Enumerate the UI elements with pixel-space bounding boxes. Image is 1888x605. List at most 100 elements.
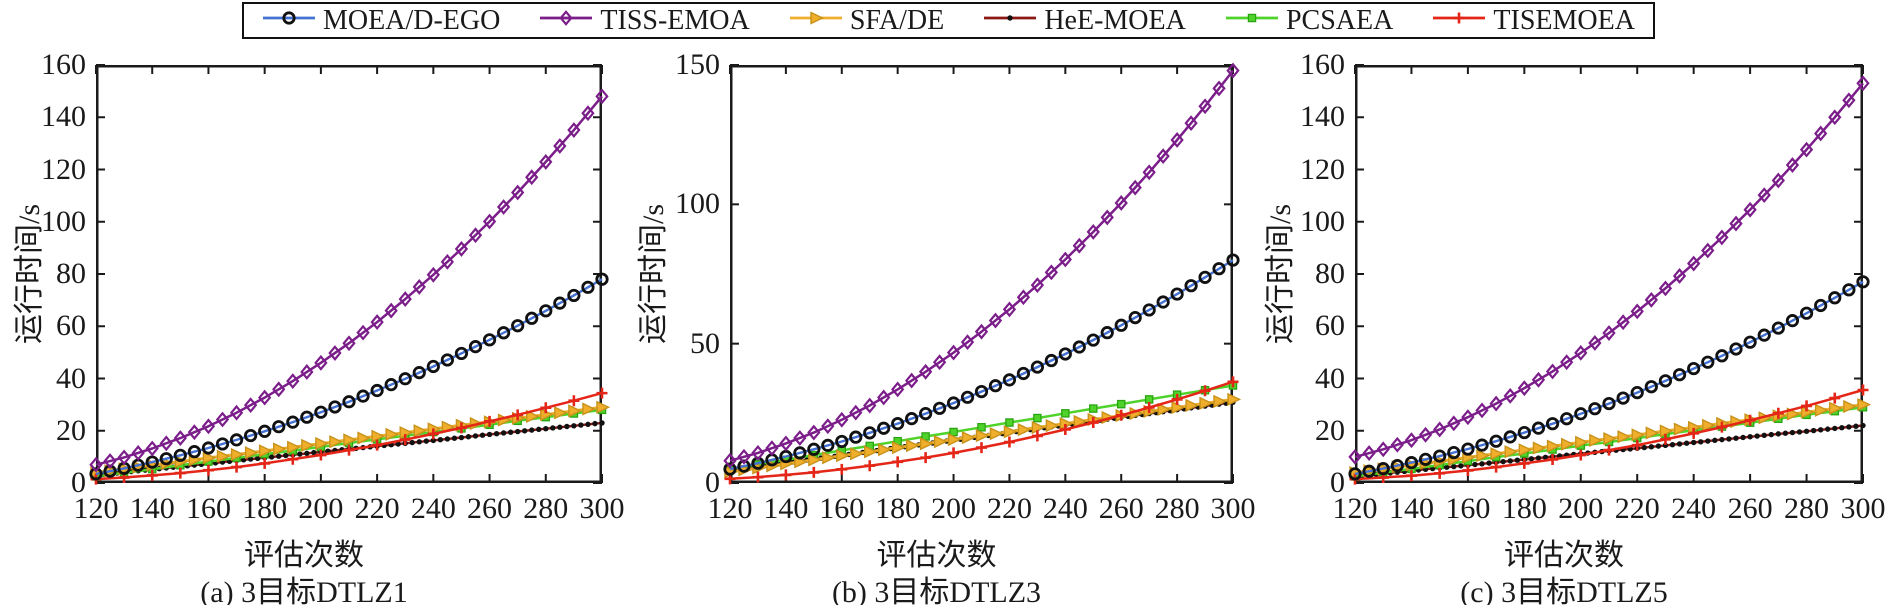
x-tick-label: 260 (1727, 492, 1773, 525)
y-tick-label: 150 (675, 48, 720, 81)
legend-label: TISS-EMOA (600, 4, 750, 36)
y-tick-label: 140 (1300, 100, 1345, 134)
series-moea-d-ego (89, 272, 609, 481)
x-tick-label: 240 (1671, 492, 1717, 525)
x-tick-label: 240 (410, 492, 456, 525)
x-tick-label: 240 (1042, 492, 1088, 525)
legend-marker-moea-d-ego (263, 11, 315, 25)
x-tick-label: 160 (1445, 492, 1491, 525)
x-axis-label: 评估次数 (876, 539, 997, 572)
line-diamond-marker-icon (539, 6, 593, 35)
x-tick-label: 300 (1210, 492, 1256, 525)
y-tick-label: 40 (1315, 361, 1345, 395)
x-tick-label: 220 (986, 492, 1032, 525)
line-square-marker-icon (1225, 6, 1279, 35)
x-tick-label: 200 (931, 492, 977, 525)
legend-label: MOEA/D-EGO (323, 4, 501, 36)
x-tick-label: 200 (1558, 492, 1604, 525)
legend-marker-sfa-de (789, 11, 842, 25)
plot-area-c (1348, 64, 1872, 485)
chart-caption: (a) 3目标DTLZ1 (200, 576, 408, 605)
legend-item-tisemoea: TISEMOEA (1432, 6, 1635, 35)
y-tick-label: 40 (56, 361, 86, 395)
legend-marker-tiss-emoa (540, 10, 593, 26)
legend-marker-tisemoea (1433, 12, 1486, 24)
line-dot-marker-icon (983, 6, 1037, 35)
tick-marks (729, 64, 1234, 484)
y-tick-label: 60 (56, 309, 86, 343)
chart-caption: (c) 3目标DTLZ5 (1460, 576, 1668, 605)
series-moea-d-ego (723, 253, 1240, 476)
x-tick-label: 280 (523, 492, 569, 525)
legend-item-sfa-de: SFA/DE (789, 6, 944, 35)
x-tick-label: 160 (819, 492, 865, 525)
y-tick-label: 0 (705, 466, 720, 499)
x-tick-label: 120 (1332, 492, 1378, 525)
y-tick-label: 60 (1315, 309, 1345, 343)
x-tick-label: 260 (1098, 492, 1144, 525)
plot-area-b (723, 62, 1242, 485)
x-tick-label: 180 (242, 492, 288, 525)
tick-marks (1354, 64, 1864, 484)
y-tick-label: 20 (56, 413, 86, 447)
x-axis-label: 评估次数 (244, 539, 364, 572)
y-tick-label: 100 (1300, 204, 1345, 238)
y-tick-label: 120 (41, 152, 86, 186)
x-tick-label: 300 (1840, 492, 1886, 525)
plot-area-a (89, 64, 611, 485)
legend-label: SFA/DE (849, 4, 945, 36)
y-axis-label: 运行时间/s (637, 203, 670, 345)
x-tick-label: 280 (1154, 492, 1200, 525)
x-tick-label: 120 (707, 492, 753, 525)
legend-marker-hee-moea (984, 15, 1037, 21)
legend-item-pcsaea: PCSAEA (1225, 6, 1393, 35)
y-tick-label: 100 (675, 187, 720, 221)
series-tiss-emoa (723, 62, 1240, 469)
x-tick-label: 300 (579, 492, 625, 525)
x-tick-label: 180 (875, 492, 921, 525)
x-tick-label: 220 (1614, 492, 1660, 525)
x-tick-label: 140 (1388, 492, 1434, 525)
y-tick-label: 80 (1315, 257, 1345, 290)
line-plus-marker-icon (1432, 6, 1486, 35)
x-tick-label: 220 (354, 492, 400, 525)
series-tisemoea (724, 376, 1239, 485)
y-tick-label: 80 (56, 257, 86, 290)
y-tick-label: 160 (41, 48, 86, 81)
y-tick-label: 100 (41, 204, 86, 238)
y-axis-label: 运行时间/s (13, 203, 46, 345)
series-moea-d-ego (1348, 275, 1870, 481)
legend-marker-pcsaea (1225, 13, 1278, 23)
x-tick-label: 280 (1784, 492, 1830, 525)
legend-label: HeE-MOEA (1044, 4, 1186, 36)
line-triangle-marker-icon (789, 6, 843, 35)
legend-box: MOEA/D-EGO TISS-EMOA SFA/DE HeE-MOEA PCS… (242, 2, 1655, 39)
y-tick-label: 140 (41, 100, 86, 134)
y-tick-label: 160 (1300, 48, 1345, 81)
legend-label: TISEMOEA (1493, 4, 1635, 36)
x-tick-label: 140 (129, 492, 175, 525)
series-tisemoea (1349, 384, 1869, 485)
y-tick-label: 0 (71, 466, 86, 499)
chart-caption: (b) 3目标DTLZ3 (831, 576, 1042, 605)
y-tick-label: 20 (1315, 413, 1345, 447)
legend-item-moea-d-ego: MOEA/D-EGO (262, 6, 500, 35)
line-circle-marker-icon (262, 6, 316, 35)
x-tick-label: 140 (763, 492, 809, 525)
series-tisemoea (90, 387, 608, 485)
legend-label: PCSAEA (1285, 4, 1394, 36)
y-tick-label: 120 (1300, 152, 1345, 186)
x-axis-label: 评估次数 (1504, 539, 1624, 572)
y-tick-label: 0 (1330, 466, 1345, 499)
x-tick-label: 180 (1501, 492, 1547, 525)
x-tick-label: 260 (467, 492, 513, 525)
legend-item-hee-moea: HeE-MOEA (983, 6, 1186, 35)
x-tick-label: 120 (73, 492, 119, 525)
x-tick-label: 200 (298, 492, 344, 525)
series-tiss-emoa (89, 88, 609, 473)
x-tick-label: 160 (185, 492, 231, 525)
y-tick-label: 50 (690, 326, 720, 360)
legend-item-tiss-emoa: TISS-EMOA (539, 4, 750, 36)
y-axis-label: 运行时间/s (1264, 203, 1297, 345)
